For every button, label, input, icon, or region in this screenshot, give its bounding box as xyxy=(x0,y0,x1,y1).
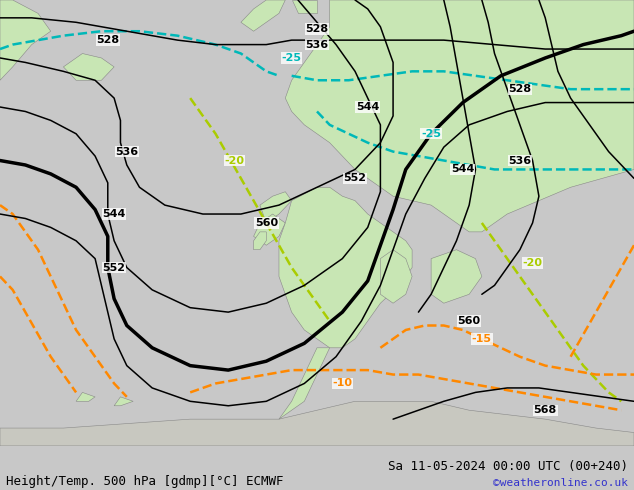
Text: 552: 552 xyxy=(344,173,366,183)
Text: Height/Temp. 500 hPa [gdmp][°C] ECMWF: Height/Temp. 500 hPa [gdmp][°C] ECMWF xyxy=(6,474,284,488)
Text: ©weatheronline.co.uk: ©weatheronline.co.uk xyxy=(493,478,628,488)
Text: 568: 568 xyxy=(534,405,557,415)
Text: 528: 528 xyxy=(96,35,119,45)
Text: 536: 536 xyxy=(508,155,531,166)
Polygon shape xyxy=(63,53,114,80)
Text: -25: -25 xyxy=(281,53,302,63)
Text: 536: 536 xyxy=(306,40,328,49)
Text: 536: 536 xyxy=(115,147,138,157)
Polygon shape xyxy=(260,192,292,223)
Polygon shape xyxy=(254,214,285,245)
Text: 560: 560 xyxy=(255,218,278,228)
Polygon shape xyxy=(279,187,412,348)
Text: -15: -15 xyxy=(472,334,492,344)
Text: 552: 552 xyxy=(103,263,126,272)
Polygon shape xyxy=(0,0,51,80)
Polygon shape xyxy=(292,0,317,13)
Polygon shape xyxy=(380,250,412,303)
Text: 544: 544 xyxy=(356,102,379,112)
Text: 544: 544 xyxy=(451,165,474,174)
Polygon shape xyxy=(0,401,634,446)
Text: -20: -20 xyxy=(224,155,245,166)
Polygon shape xyxy=(241,0,285,31)
Text: 528: 528 xyxy=(306,24,328,34)
Text: Sa 11-05-2024 00:00 UTC (00+240): Sa 11-05-2024 00:00 UTC (00+240) xyxy=(387,460,628,473)
Text: 528: 528 xyxy=(508,84,531,94)
Polygon shape xyxy=(279,348,330,419)
Text: 560: 560 xyxy=(458,316,481,326)
Polygon shape xyxy=(254,232,266,250)
Text: 544: 544 xyxy=(103,209,126,219)
Text: -10: -10 xyxy=(332,378,353,389)
Text: -20: -20 xyxy=(522,258,543,268)
Text: -25: -25 xyxy=(421,129,441,139)
Polygon shape xyxy=(285,0,634,232)
Polygon shape xyxy=(431,250,482,303)
Polygon shape xyxy=(76,392,95,401)
Polygon shape xyxy=(114,397,133,406)
